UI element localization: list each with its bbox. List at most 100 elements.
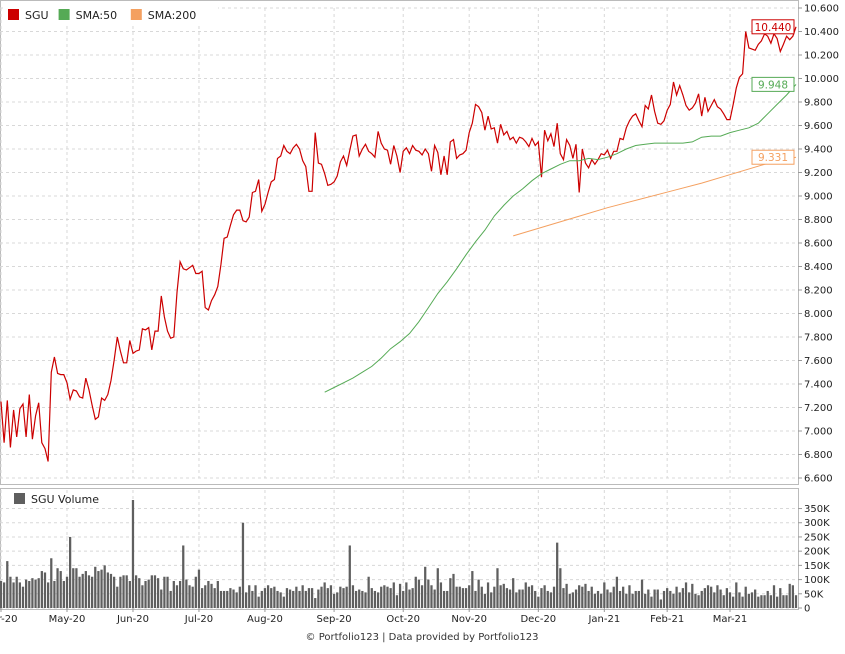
volume-bar [153,575,157,608]
price-y-tick-label: 7.600 [804,356,833,367]
volume-bar [301,585,304,608]
volume-bar [615,576,619,608]
volume-bar [34,579,37,608]
volume-bar [766,590,769,608]
volume-bar [103,565,106,608]
volume-bar [574,589,578,608]
volume-bar [414,576,417,608]
volume-bar [480,586,483,608]
volume-bar [248,585,251,608]
volume-bar [282,596,285,608]
volume-bar [681,588,685,608]
volume-bar [562,588,565,608]
volume-bar [754,589,757,608]
volume-bar [512,578,515,608]
volume-bar [47,582,50,608]
volume-bar [251,590,254,608]
volume-bar [678,592,681,608]
volume-bar [147,579,150,608]
volume-bar [222,590,226,608]
volume-bar [169,590,172,608]
volume-bar [782,595,785,608]
volume-bar [50,558,53,608]
volume-bar [216,581,219,608]
price-y-tick-label: 6.600 [804,474,833,485]
last-value-label-sma200: 9.331 [751,149,795,165]
volume-bar [779,588,782,608]
volume-bar [455,586,458,608]
volume-bar [543,585,546,608]
volume-bar [556,542,559,608]
volume-legend: SGU Volume [14,493,99,506]
volume-bar [9,576,12,608]
volume-bar [703,588,706,608]
volume-bar [578,585,581,608]
x-tick-label: Jun-20 [116,614,149,625]
price-gridlines [0,7,798,479]
volume-bar [25,579,28,608]
volume-bar [323,582,326,608]
volume-bar [442,590,446,608]
volume-y-tick-label: 100K [804,575,830,586]
volume-bar [314,598,317,608]
volume-bar [530,585,534,608]
volume-bar [213,588,216,608]
volume-bar [565,583,568,608]
volume-bar [348,545,351,608]
volume-y-tick-label: 200K [804,547,830,558]
volume-bar [18,582,21,608]
volume-bar [666,588,669,608]
volume-bar [659,599,663,608]
volume-bar [694,593,697,608]
last-value-box [751,19,795,35]
volume-bar [631,593,634,608]
volume-panel-frame [0,488,799,610]
price-y-tick-label: 9.800 [804,98,833,109]
price-y-tick-label: 8.200 [804,286,833,297]
price-y-tick-label: 10.600 [804,4,839,15]
legend-swatch [130,9,142,20]
volume-bar [0,581,3,608]
volume-bar [185,579,188,608]
volume-bar [628,585,631,608]
legend-label: SMA:200 [148,9,197,22]
volume-bar [791,585,794,608]
volume-bar [40,571,43,608]
volume-bar [226,590,229,608]
last-value-text: 9.331 [758,152,788,164]
volume-bar [370,588,373,608]
volume-bar [160,589,163,608]
x-tick-label: Feb-21 [650,614,684,625]
volume-bar [273,586,276,608]
volume-bar [376,592,380,608]
volume-y-axis: 0 50K 100K 150K 200K 250K 300K 350K [798,504,830,615]
volume-bar [84,571,87,608]
volume-bar [584,583,587,608]
volume-bar [91,576,94,608]
volume-bar [634,590,637,608]
volume-bar [166,576,169,608]
volume-bar [100,569,103,608]
price-y-tick-label: 7.800 [804,333,833,344]
volume-bar [238,586,241,608]
volume-bar [603,582,606,608]
volume-bar [260,590,263,608]
volume-bar [600,593,603,608]
volume-bar [336,592,339,608]
volume-bar [345,586,348,608]
volume-bar [141,585,144,608]
volume-bar [540,588,543,608]
volume-bar [81,573,84,608]
volume-bar [279,592,282,608]
volume-bar [292,590,295,608]
volume-bar [197,569,201,608]
volume-bar [593,593,597,608]
price-legend: SGU SMA:50 SMA:200 [6,6,218,23]
legend-swatch [58,9,70,20]
volume-bar [31,578,34,608]
volume-bar [637,590,641,608]
price-y-tick-label: 8.600 [804,239,833,250]
volume-bar [640,579,644,608]
footer-credit: © Portfolio123 | Data provided by Portfo… [306,632,539,643]
